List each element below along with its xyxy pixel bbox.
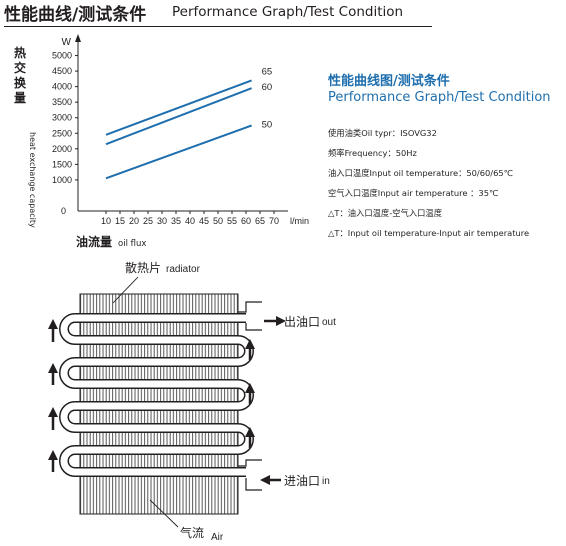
x-axis-label: 油流量 oil flux xyxy=(76,231,146,250)
outlet-port xyxy=(238,301,262,331)
y-tick-label: 4000 xyxy=(52,82,72,92)
x-axis-label-en: oil flux xyxy=(118,239,147,249)
performance-chart: 0 1000 1500 2000 2500 3000 3500 4000 4500 5000 10 1… xyxy=(52,34,309,226)
chart-axes: 0 1000 1500 2000 2500 3000 3500 4000 4500 5000 10 1… xyxy=(52,34,309,226)
radiator-label-en: radiator xyxy=(166,264,201,275)
spec-oil-temperature: 油入口温度Input oil temperature：50/60/65℃ xyxy=(328,168,513,178)
air-leader xyxy=(149,499,179,528)
series-label-60: 60 xyxy=(262,82,273,93)
radiator-label-cn: 散热片 xyxy=(125,260,161,275)
y-tick-label: 2000 xyxy=(52,144,72,154)
x-tick-label: 35 xyxy=(171,216,181,226)
air-label-en: Air xyxy=(211,532,224,543)
radiator-leader xyxy=(112,276,139,304)
spec-air-temperature: 空气入口温度Input air temperature ：35℃ xyxy=(328,188,499,198)
spec-frequency: 频率Frequency：50Hz xyxy=(328,148,417,158)
origin-label: 0 xyxy=(61,206,66,216)
x-tick-label: 20 xyxy=(129,216,139,226)
series-label-65: 65 xyxy=(262,66,273,77)
x-tick-label: 45 xyxy=(199,216,209,226)
y-tick-label: 1500 xyxy=(52,159,72,169)
spec-delta-t-cn: △T：油入口温度-空气入口温度 xyxy=(328,208,443,218)
y-tick-label: 3000 xyxy=(52,113,72,123)
x-tick-label: 40 xyxy=(185,216,195,226)
y-axis-arrowhead xyxy=(75,34,81,42)
x-tick-label: 15 xyxy=(115,216,125,226)
spec-delta-t-en: △T：Input oil temperature-Input air tempe… xyxy=(328,228,530,238)
outlet-label-cn: 出油口 xyxy=(284,315,320,329)
spec-oil-type: 使用油类Oil typr：ISOVG32 xyxy=(328,128,437,138)
x-tick-label: 55 xyxy=(227,216,237,226)
series-line-65 xyxy=(105,79,252,136)
y-tick-label: 2500 xyxy=(52,128,72,138)
inlet-label-en: in xyxy=(322,476,330,487)
test-condition-panel: 性能曲线图/测试条件 Performance Graph/Test Condit… xyxy=(328,70,564,243)
x-tick-label: 25 xyxy=(143,216,153,226)
x-axis-label-cn: 油流量 xyxy=(76,235,113,249)
air-label-cn: 气流 xyxy=(180,525,204,540)
x-tick-label: 50 xyxy=(213,216,223,226)
chart-series: 65 60 50 xyxy=(105,66,273,180)
x-tick-label: 70 xyxy=(269,216,279,226)
page-header: 性能曲线/测试条件 Performance Graph/Test Conditi… xyxy=(0,0,432,27)
page-title-cn: 性能曲线/测试条件 xyxy=(4,5,147,25)
y-axis-label-cn: 热交换量 xyxy=(14,46,27,105)
y-tick-label: 1000 xyxy=(52,175,72,185)
x-tick-label: 65 xyxy=(255,216,265,226)
outlet-label-en: out xyxy=(322,317,336,328)
x-tick-label: 30 xyxy=(157,216,167,226)
x-tick-label: 10 xyxy=(101,216,111,226)
x-unit-label: l/min xyxy=(290,216,309,226)
y-tick-label: 3500 xyxy=(52,97,72,107)
y-unit-label: W xyxy=(62,37,72,48)
inlet-port xyxy=(238,459,262,491)
info-title-en: Performance Graph/Test Condition xyxy=(328,90,551,105)
x-tick-label: 60 xyxy=(241,216,251,226)
info-title-cn: 性能曲线图/测试条件 xyxy=(328,74,450,89)
y-tick-label: 4500 xyxy=(52,66,72,76)
spec-list: 使用油类Oil typr：ISOVG32 频率Frequency：50Hz 油入… xyxy=(328,123,564,243)
y-tick-label: 5000 xyxy=(52,51,72,61)
radiator-diagram: 出油口 out 进油口 in 散热片 radiator 气流 Air xyxy=(48,260,336,543)
inlet-label-cn: 进油口 xyxy=(284,474,320,488)
header-rule xyxy=(4,26,432,27)
page-title-en: Performance Graph/Test Condition xyxy=(172,4,404,20)
series-line-50 xyxy=(105,124,252,180)
series-label-50: 50 xyxy=(262,120,273,131)
series-line-60 xyxy=(105,87,252,146)
